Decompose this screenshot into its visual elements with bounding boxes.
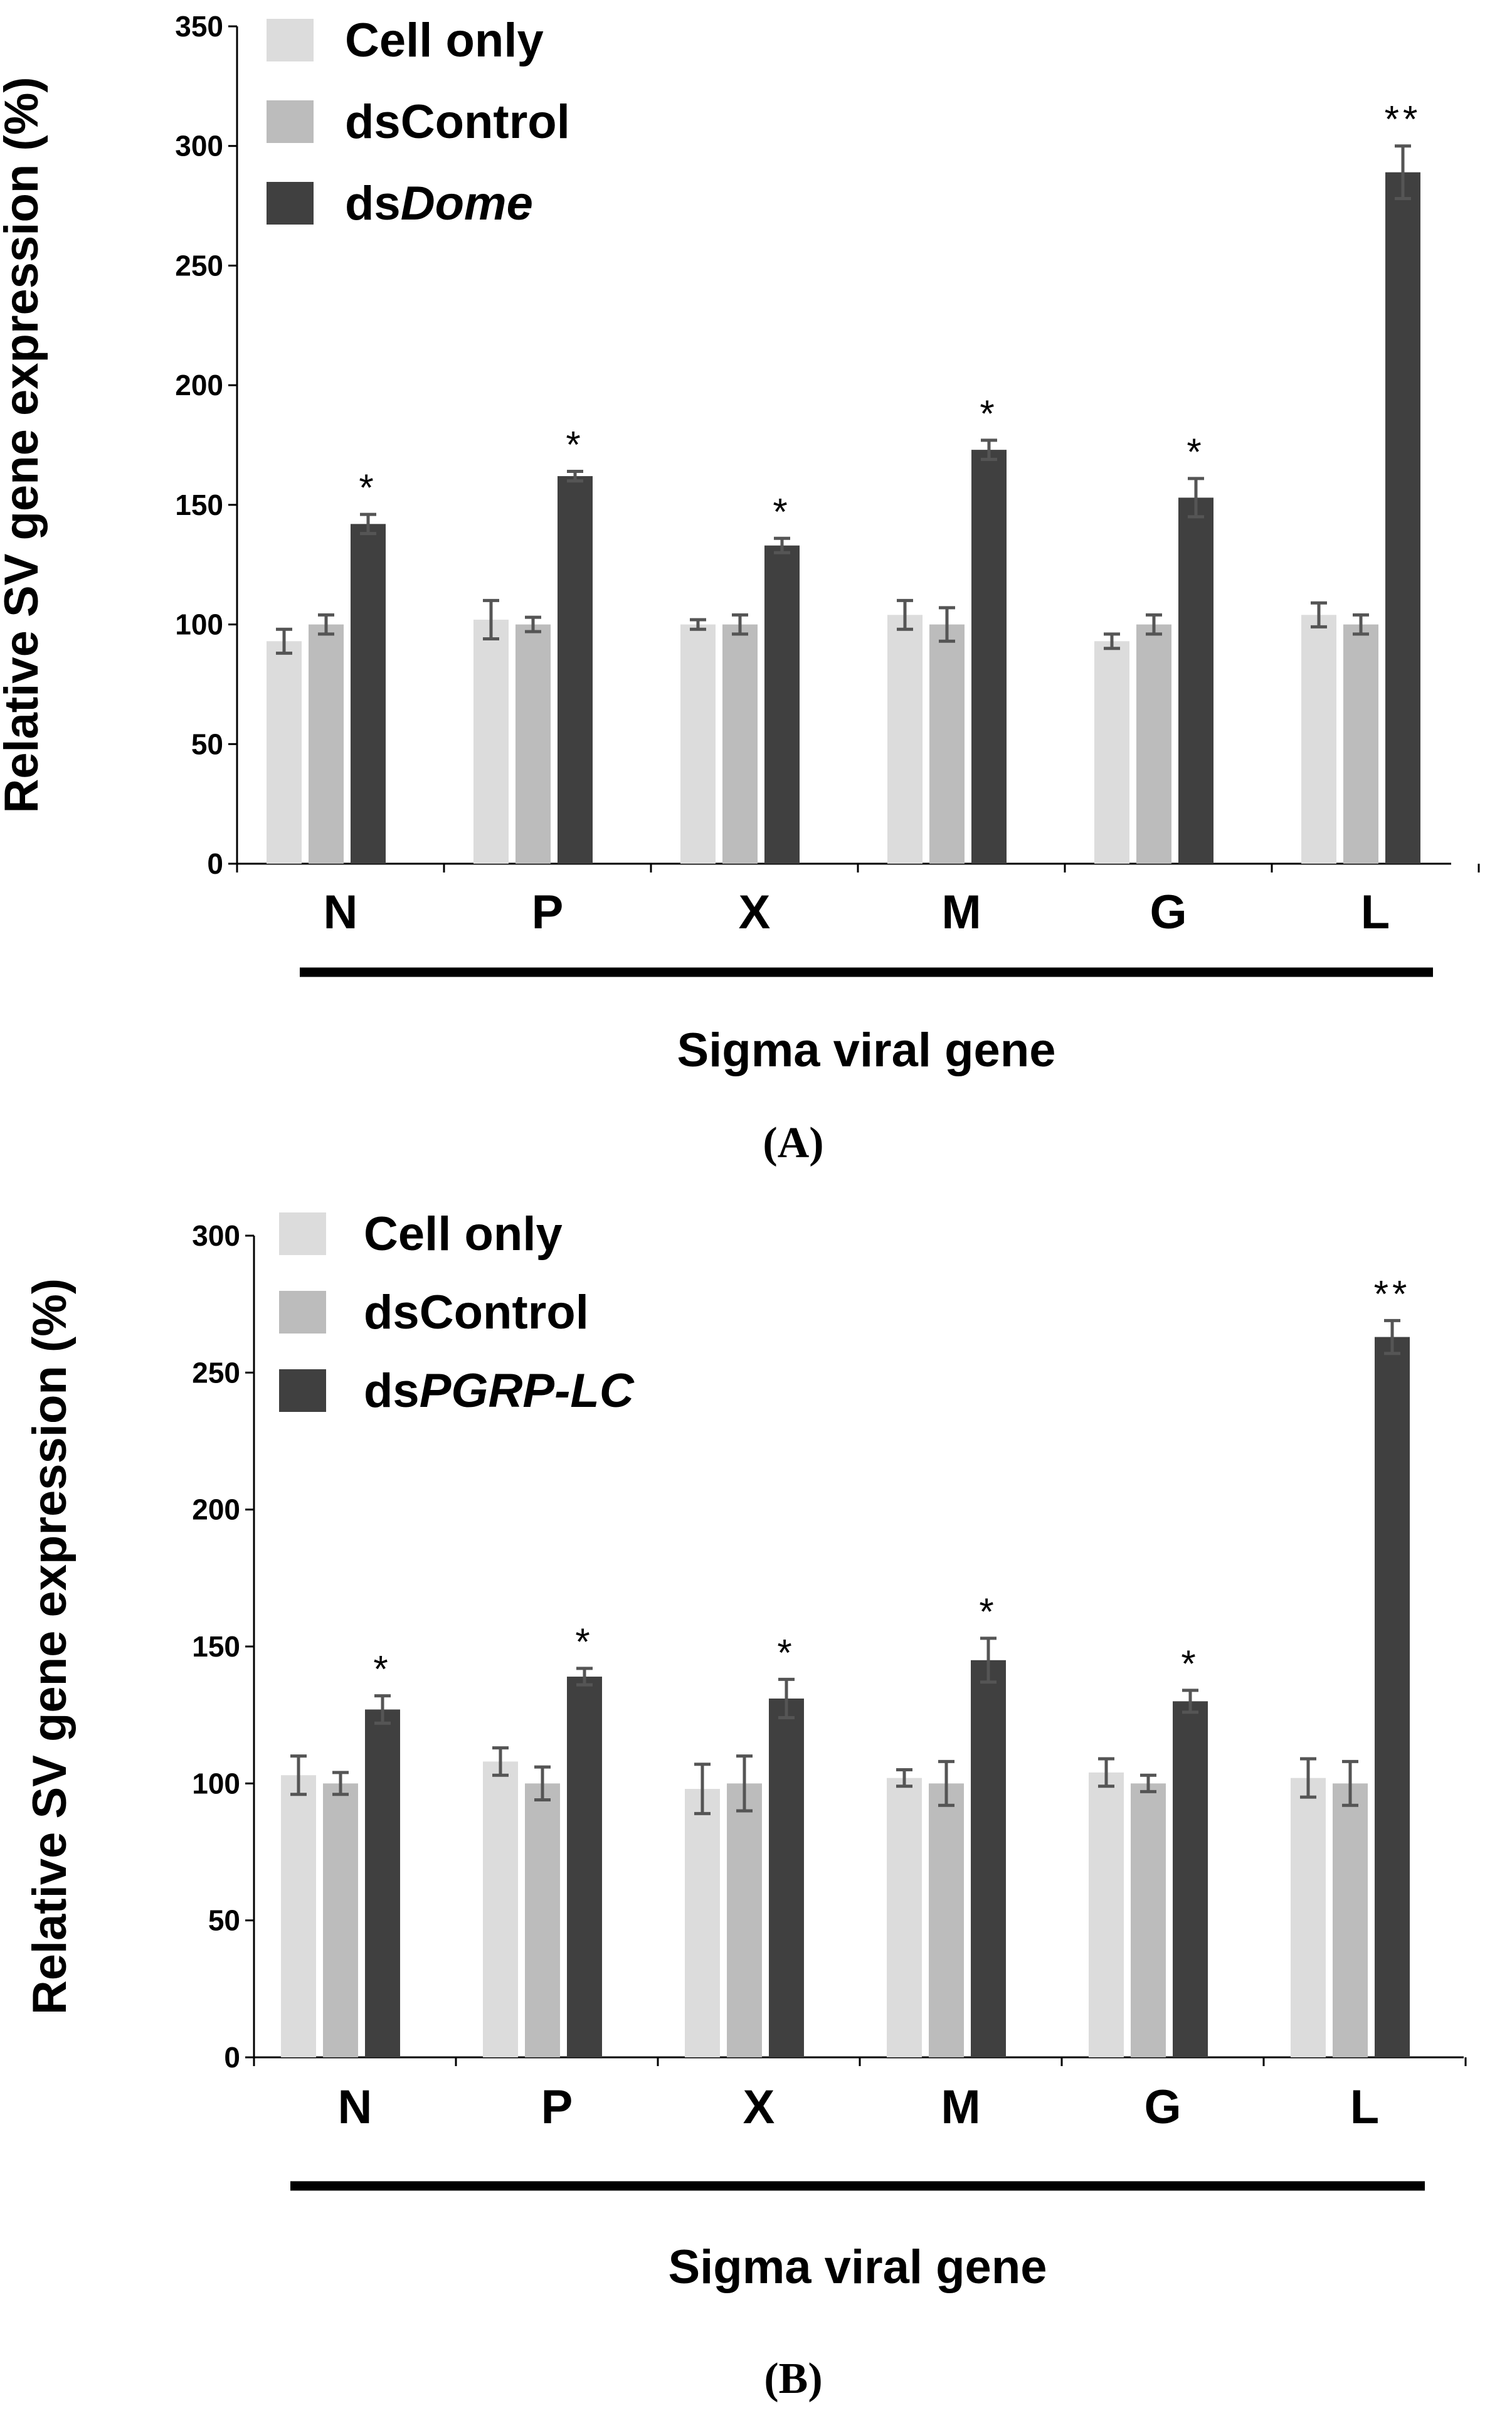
a-x-tick-label-x: X [739,886,771,939]
a-x-tick-label-m: M [941,886,981,939]
a-x-tick-label-l: L [1361,886,1390,939]
b-significance-marker: * [575,1621,593,1663]
b-legend-swatch-1 [279,1291,326,1334]
b-bar-cell-only-g [1089,1772,1124,2057]
a-y-tick-label: 200 [175,369,223,401]
a-legend-label-0: Cell only [345,14,544,67]
a-bar-dscontrol-m [929,624,965,864]
a-bar-dsdome-m [971,450,1007,864]
b-legend-swatch-0 [279,1212,326,1255]
b-x-tick-label-g: G [1144,2081,1181,2134]
a-x-axis-title: Sigma viral gene [677,1024,1055,1077]
b-x-axis-title: Sigma viral gene [668,2240,1047,2294]
b-bar-dspgrp-lc-n [365,1709,400,2057]
b-y-tick-label: 300 [192,1219,240,1252]
a-y-tick-label: 250 [175,249,223,282]
a-y-tick-label: 0 [207,847,223,880]
b-bar-dscontrol-n [323,1783,358,2057]
b-legend-label-0: Cell only [364,1207,563,1261]
b-y-tick-label: 0 [224,2041,240,2074]
b-x-tick-label-l: L [1350,2081,1379,2134]
a-legend-swatch-2 [267,182,314,225]
b-bar-dscontrol-l [1333,1783,1368,2057]
b-y-axis-title: Relative SV gene expression (%) [23,1278,77,2015]
b-bar-cell-only-n [281,1775,316,2057]
b-y-tick-label: 150 [192,1630,240,1663]
b-panel-label: (B) [764,2355,822,2403]
a-bar-dscontrol-p [515,624,551,864]
a-legend-label-1: dsControl [345,95,570,149]
a-significance-marker: ** [1385,98,1422,141]
a-significance-marker: * [980,393,998,435]
b-significance-marker: ** [1374,1273,1411,1315]
b-x-tick-label-n: N [338,2081,373,2134]
a-bar-cell-only-m [887,615,923,864]
b-legend-swatch-2 [279,1369,326,1412]
a-bar-cell-only-p [473,619,509,864]
a-y-tick-label: 150 [175,489,223,521]
a-bar-dsdome-p [558,476,593,864]
a-bar-cell-only-x [680,624,716,864]
b-x-tick-label-m: M [941,2081,980,2134]
b-bar-cell-only-l [1291,1778,1326,2057]
a-legend-swatch-0 [267,19,314,61]
b-bar-dspgrp-lc-x [769,1698,804,2057]
b-significance-marker: * [1181,1643,1199,1685]
a-bar-dsdome-l [1385,172,1420,864]
a-y-tick-label: 100 [175,608,223,641]
a-bar-dscontrol-n [309,624,344,864]
b-bar-dscontrol-g [1131,1783,1166,2057]
b-bar-cell-only-p [483,1761,518,2057]
b-bar-dscontrol-p [525,1783,560,2057]
a-bar-dsdome-g [1178,497,1213,864]
a-x-tick-label-p: P [532,886,564,939]
a-significance-marker: * [773,490,791,533]
b-x-tick-label-x: X [743,2081,775,2134]
a-bar-dscontrol-l [1343,624,1378,864]
b-legend-label-2: dsPGRP-LC [364,1364,635,1418]
a-y-tick-label: 350 [175,10,223,43]
a-bar-dsdome-x [764,545,800,864]
a-legend-label-2: dsDome [345,177,533,230]
a-bar-cell-only-l [1301,615,1336,864]
b-bar-cell-only-m [887,1778,922,2057]
b-bar-dspgrp-lc-m [971,1660,1006,2057]
a-y-tick-label: 300 [175,130,223,162]
b-y-tick-label: 200 [192,1493,240,1526]
b-significance-marker: * [373,1648,391,1690]
a-x-tick-label-n: N [324,886,358,939]
b-bar-dspgrp-lc-l [1375,1337,1410,2057]
a-bar-cell-only-g [1094,641,1129,864]
b-bar-dscontrol-m [929,1783,964,2057]
a-legend-swatch-1 [267,100,314,143]
b-bar-dspgrp-lc-g [1173,1701,1208,2057]
b-significance-marker: * [979,1591,997,1633]
a-y-axis-title: Relative SV gene expression (%) [0,77,48,813]
a-panel-label: (A) [763,1119,823,1167]
b-legend-label-1: dsControl [364,1286,589,1339]
a-bar-cell-only-n [267,641,302,864]
a-x-tick-label-g: G [1150,886,1187,939]
b-x-tick-label-p: P [541,2081,573,2134]
b-significance-marker: * [777,1631,795,1673]
b-y-tick-label: 250 [192,1356,240,1389]
b-y-tick-label: 100 [192,1767,240,1800]
a-bar-dsdome-n [351,524,386,864]
a-y-tick-label: 50 [191,728,223,760]
b-bar-dspgrp-lc-p [567,1677,602,2057]
b-bar-dscontrol-x [727,1783,762,2057]
a-bar-dscontrol-g [1136,624,1171,864]
a-bar-dscontrol-x [722,624,758,864]
a-significance-marker: * [566,423,584,465]
b-y-tick-label: 50 [208,1904,240,1937]
a-significance-marker: * [359,467,377,509]
b-bar-cell-only-x [685,1789,720,2057]
a-significance-marker: * [1187,431,1205,473]
